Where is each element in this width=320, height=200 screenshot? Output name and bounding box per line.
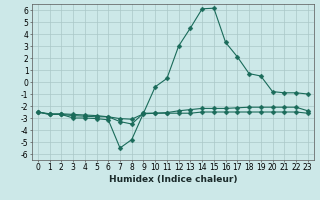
- X-axis label: Humidex (Indice chaleur): Humidex (Indice chaleur): [108, 175, 237, 184]
